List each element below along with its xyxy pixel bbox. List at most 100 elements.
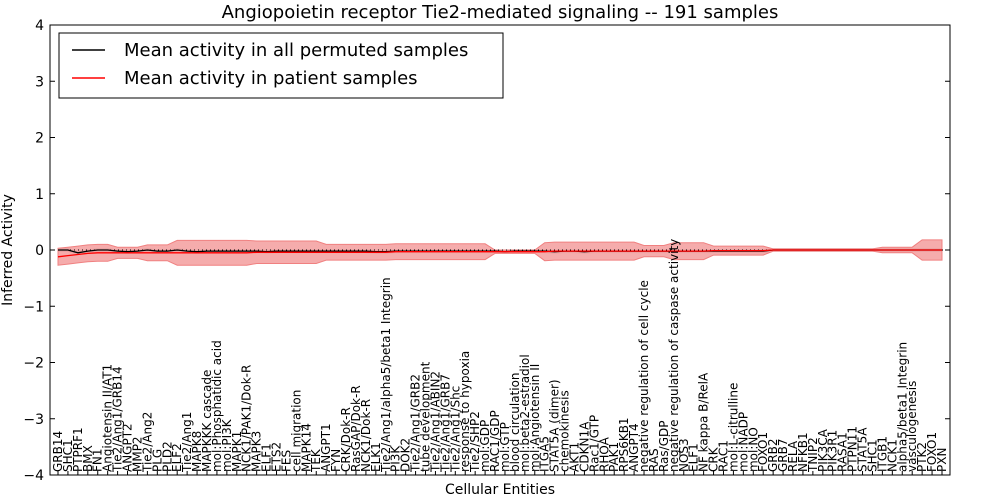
x-tick-label: response to hypoxia — [458, 351, 472, 472]
y-axis: 4 3 2 1 0 −1 −2 −3 −4 — [23, 18, 950, 484]
x-tick-label: RPS6KB1 — [617, 417, 631, 472]
x-tick-label: RAS — [647, 448, 661, 472]
x-tick-label: BMX — [81, 445, 95, 472]
x-tick-label: AKT1 — [567, 442, 581, 472]
x-tick-label: negative regulation of cell cycle — [637, 280, 651, 472]
x-tick-label: mol:NO — [746, 427, 760, 472]
x-tick-label: NCK1/PAK1/Dok-R — [240, 365, 254, 472]
x-tick-label: RAC1 — [716, 440, 730, 472]
x-tick-label: ITGB1 — [875, 436, 889, 472]
x-tick-label: CRK — [707, 446, 721, 472]
x-tick-label: DOK2 — [399, 438, 413, 472]
x-tick-label: alpha5/beta1 Integrin — [895, 342, 909, 472]
x-tick-label: TNIP2 — [806, 437, 820, 473]
x-tick-label: PXN — [935, 448, 949, 472]
x-tick-label: Rac1/GTP — [587, 415, 601, 472]
x-tick-label: TEK — [309, 448, 323, 473]
y-tick-label: −4 — [23, 468, 44, 484]
y-tick-label: −1 — [23, 299, 44, 315]
x-tick-label: PIK3CA — [816, 428, 830, 472]
x-tick-label: FES — [279, 450, 293, 472]
x-tick-label: MAPKKK cascade — [200, 370, 214, 472]
x-tick-label: PTK2 — [915, 442, 929, 472]
series-lines — [50, 249, 950, 258]
x-tick-label: Tie2/Ang1/ABIN2 — [428, 371, 442, 473]
x-tick-label: Tie2/Ang1 — [180, 412, 194, 473]
x-tick-label: Tie2/SHP2 — [468, 411, 482, 473]
x-tick-label: RasGAP/Dok-R — [349, 385, 363, 472]
x-tick-label: GRB7 — [776, 438, 790, 472]
x-tick-label: vasculogenesis — [905, 381, 919, 472]
y-tick-label: −2 — [23, 356, 44, 372]
x-tick-label: ANGPT1 — [319, 423, 333, 472]
x-tick-label: NFKB1 — [796, 432, 810, 472]
x-tick-label: NOS3 — [677, 438, 691, 472]
x-tick-label: NCK1 — [885, 439, 899, 472]
x-tick-label: tube development — [419, 361, 433, 472]
x-tick-label: Tie2/Ang1/GRB7 — [438, 374, 452, 473]
x-tick-label: ANGPT2 — [121, 423, 135, 472]
x-tick-label: RHOA — [597, 436, 611, 472]
x-tick-label: FOXO1 — [925, 432, 939, 472]
legend-label-patient: Mean activity in patient samples — [124, 68, 418, 89]
x-tick-label: ELF2 — [170, 443, 184, 472]
y-tick-label: 1 — [35, 187, 44, 203]
x-tick-label: ITGA5 — [538, 436, 552, 472]
x-tick-label: cell migration — [289, 390, 303, 472]
x-tick-label: PIK3R1 — [826, 430, 840, 472]
x-tick-label: SHC1 — [61, 439, 75, 472]
legend-label-permuted: Mean activity in all permuted samples — [124, 40, 468, 61]
x-tick-label: FOXO1 — [756, 432, 770, 472]
x-tick-label: STAT5A — [856, 427, 870, 472]
x-tick-label: Tie2/Ang1/alpha5/beta1 Integrin — [379, 277, 393, 473]
x-tick-label: RAC1/GDP — [488, 410, 502, 472]
x-tick-label: mol:GDP — [478, 420, 492, 472]
y-tick-label: 0 — [35, 243, 44, 259]
x-tick-label: MAPK14 — [299, 423, 313, 472]
x-tick-label: PLD2 — [160, 441, 174, 472]
x-tick-label: Tie2/Ang1/GRB2 — [409, 374, 423, 473]
x-tick-label: PAK1 — [607, 442, 621, 472]
x-tick-label: PTPRF1 — [71, 427, 85, 472]
x-tick-label: mol:GTP — [498, 422, 512, 472]
y-tick-label: 2 — [35, 131, 44, 147]
x-tick-label: STAT5A (dimer) — [548, 379, 562, 472]
x-tick-label: MAPK3 — [250, 431, 264, 472]
x-tick-label: mol:L-citrulline — [726, 383, 740, 472]
x-tick-label: RELA — [786, 440, 800, 472]
x-tick-label: mol:PI3K — [220, 418, 234, 472]
x-tick-label: CRK/Dok-R — [339, 407, 353, 472]
x-tick-label: FN1 — [91, 448, 105, 472]
x-tick-label: NF kappa B/RelA — [697, 372, 711, 472]
legend-box — [58, 32, 504, 99]
x-tick-label: blood circulation — [508, 372, 522, 472]
x-tick-label: ANGPT4 — [627, 423, 641, 472]
x-tick-label: MMP2 — [130, 436, 144, 472]
x-tick-label: CDKN1A — [577, 421, 591, 472]
x-tick-label: MAPK1 — [230, 431, 244, 472]
x-tick-label: mol:NADP — [736, 412, 750, 472]
x-tick-label: GRB14 — [51, 431, 65, 472]
chart-title: Angiopoietin receptor Tie2-mediated sign… — [222, 2, 779, 23]
band-patient — [57, 239, 943, 266]
x-tick-label: PLG — [150, 449, 164, 472]
x-tick-label: Ras/GDP — [657, 421, 671, 473]
y-tick-label: 4 — [35, 18, 44, 34]
x-tick-label: MAPK8 — [190, 431, 204, 472]
x-tick-label: Angiotensin II/AT1 — [101, 364, 115, 472]
x-tick-label: mol:beta2-estradiol — [518, 354, 532, 472]
x-tick-label: ETS2 — [270, 442, 284, 472]
x-tick-label: negative regulation of caspase activity — [667, 239, 681, 472]
x-tick-label: ELF1 — [260, 443, 274, 472]
x-tick-label: RASA1 — [836, 432, 850, 472]
y-tick-label: 3 — [35, 74, 44, 90]
x-tick-label: mol:Angiotensin II — [528, 364, 542, 472]
series-line-patient — [57, 249, 942, 258]
x-tick-label: chemokinesis — [558, 390, 572, 472]
x-tick-label: ELK1 — [369, 442, 383, 472]
x-tick-label: SHC1 — [865, 439, 879, 472]
x-tick-label: FYN — [329, 449, 343, 472]
x-tick-label: GRB2 — [766, 438, 780, 472]
